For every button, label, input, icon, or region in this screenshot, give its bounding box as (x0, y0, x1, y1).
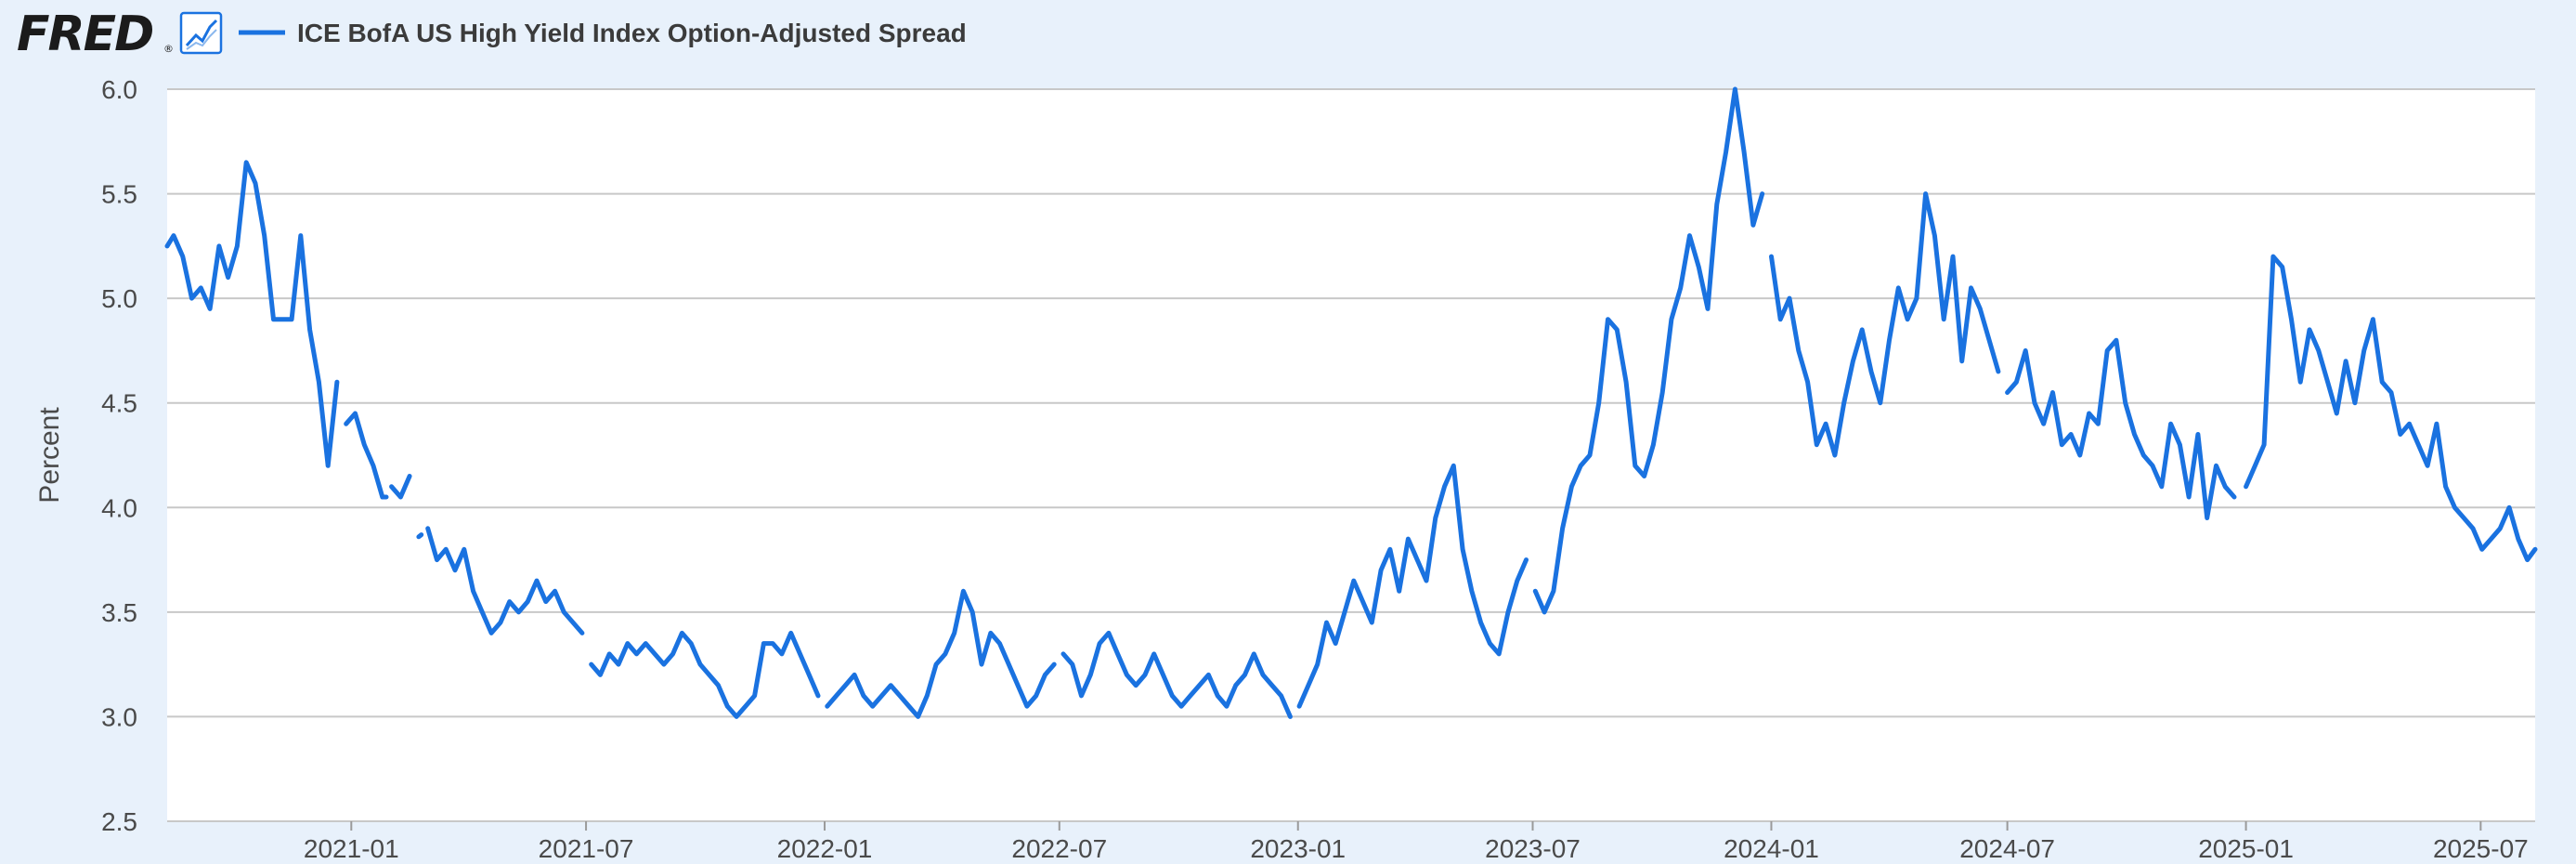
x-tick-label: 2024-07 (1959, 834, 2055, 863)
y-tick-label: 3.0 (101, 702, 137, 731)
y-tick-label: 5.0 (101, 284, 137, 313)
brand-text: FRED (17, 7, 152, 62)
legend: ICE BofA US High Yield Index Option-Adju… (239, 19, 967, 47)
plot-area (167, 89, 2535, 821)
y-tick-label: 3.5 (101, 598, 137, 627)
y-tick-label: 4.5 (101, 389, 137, 418)
line-chart-icon[interactable] (179, 11, 223, 55)
x-tick-label: 2022-01 (777, 834, 873, 863)
series-segment (164, 160, 340, 468)
registered-mark: ® (163, 43, 174, 55)
x-tick-label: 2025-07 (2433, 834, 2529, 863)
series-line (164, 86, 2538, 719)
y-axis-ticks: 2.5 3.0 3.5 4.0 4.5 5.0 5.5 6.0 (101, 75, 137, 836)
y-tick-label: 6.0 (101, 75, 137, 104)
series-segment (1060, 630, 1293, 719)
x-tick-label: 2021-07 (539, 834, 634, 863)
legend-series-name: ICE BofA US High Yield Index Option-Adju… (297, 19, 967, 47)
series-segment (1769, 191, 2001, 458)
series-segment (1296, 463, 1529, 709)
series-segment (589, 630, 821, 719)
series-segment (825, 588, 1057, 719)
x-tick-label: 2024-01 (1724, 834, 1819, 863)
series-segment (389, 474, 412, 500)
x-tick-label: 2023-01 (1250, 834, 1346, 863)
y-axis-label: Percent (34, 407, 65, 504)
series-segment (2005, 337, 2237, 520)
y-tick-label: 4.0 (101, 493, 137, 522)
fred-logo[interactable]: FRED ® (17, 7, 174, 62)
y-tick-label: 5.5 (101, 180, 137, 209)
x-tick-label: 2025-01 (2198, 834, 2294, 863)
series-segment (2244, 254, 2538, 563)
series-segment (416, 532, 424, 540)
x-axis-ticks: 2021-01 2021-07 2022-01 2022-07 2023-01 2023-… (304, 821, 2529, 863)
y-tick-label: 2.5 (101, 807, 137, 836)
x-tick-label: 2022-07 (1011, 834, 1107, 863)
x-tick-label: 2021-01 (304, 834, 399, 863)
series-segment (1532, 86, 1765, 615)
x-tick-label: 2023-07 (1485, 834, 1581, 863)
series-segment (344, 411, 389, 500)
series-segment (425, 526, 585, 635)
